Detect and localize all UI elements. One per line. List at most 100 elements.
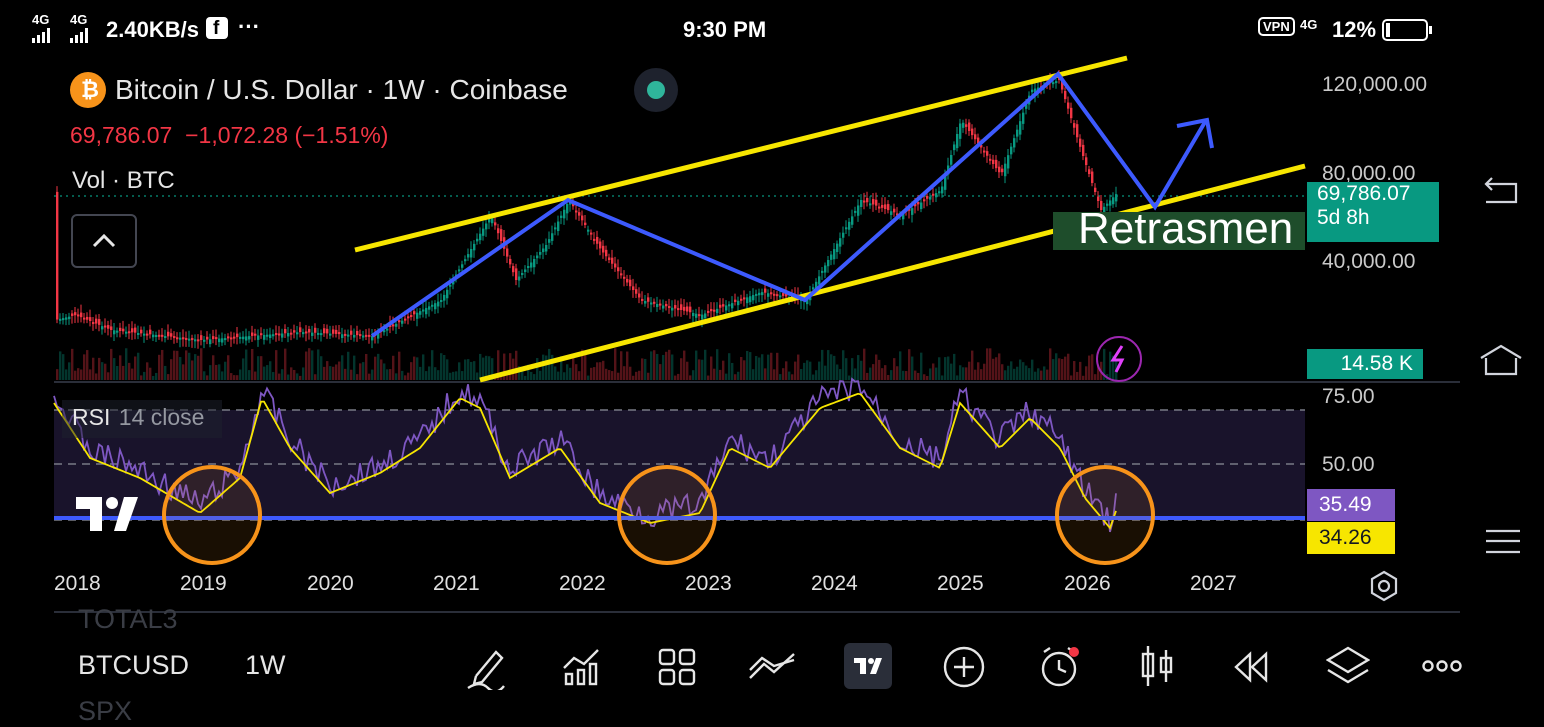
volume-bar [848,375,851,380]
last-price: 69,786.07 −1,072.28 (−1.51%) [70,122,389,148]
candle [293,330,296,333]
volume-bar [863,348,866,380]
candle [671,307,674,311]
volume-bar [224,361,227,380]
ticker-btcusd[interactable]: BTCUSD [78,650,190,680]
menu-nav-button[interactable] [1486,528,1520,561]
alert-button[interactable] [1038,644,1084,695]
volume-bar [851,358,854,380]
candle [755,293,758,296]
market-status-icon[interactable] [634,68,678,112]
candle [746,297,749,304]
volume-bar [584,352,587,380]
volume-bar [491,358,494,380]
volume-bar [1052,359,1055,380]
layers-button[interactable] [1325,646,1371,693]
battery-percent: 12% [1332,17,1377,42]
volume-bar [470,361,473,380]
retracement-annotation[interactable]: Retrasmen [1078,204,1294,253]
volume-bar [782,368,785,380]
candle [155,335,158,337]
volume-bar [167,374,170,380]
volume-bar [944,357,947,380]
candle [611,257,614,264]
volume-bar [662,354,665,380]
add-button[interactable] [942,645,986,694]
candle [674,305,677,309]
volume-label[interactable]: Vol · BTC [72,167,175,194]
candle [89,317,92,321]
candle [845,227,848,230]
volume-bar [683,350,686,380]
candle [1067,102,1070,109]
compare-button[interactable] [748,652,796,687]
volume-bar [446,359,449,380]
collapse-button[interactable] [71,214,137,268]
volume-bar [602,360,605,380]
hamburger-icon [1486,529,1520,554]
candle [749,296,752,303]
candle [701,314,704,320]
candle [860,200,863,207]
volume-bar [734,374,737,380]
tradingview-button[interactable] [844,643,892,689]
volume-bar [254,371,257,380]
volume-bar [227,355,230,380]
back-nav-button[interactable] [1482,176,1520,211]
time-label-2026: 2026 [1064,572,1111,595]
candle [401,320,404,324]
home-nav-button[interactable] [1478,344,1524,383]
volume-bar [209,365,212,380]
more-tools-button[interactable] [1422,655,1462,682]
candle [692,313,695,317]
current-price-value: 69,786.07 [1317,182,1411,205]
rsi-legend[interactable]: RSI 14 close [62,400,222,438]
rsi-params: 14 close [118,404,205,430]
drawing-tool-button[interactable] [466,646,506,695]
volume-bar [818,361,821,380]
volume-bar [740,356,743,380]
chart-type-button[interactable] [1140,644,1174,693]
ticker-total3[interactable]: TOTAL3 [78,604,178,634]
time-label-2019: 2019 [180,572,227,595]
volume-bar [62,354,65,380]
volume-bar [221,371,224,380]
lightning-icon[interactable] [1096,336,1142,382]
candle [500,229,503,241]
symbol-title[interactable]: Bitcoin / U.S. Dollar · 1W · Coinbase [115,74,568,105]
volume-bar [830,354,833,380]
indicators-button[interactable] [562,646,602,691]
volume-bar [626,351,629,380]
candle [68,316,71,320]
volume-bar [398,351,401,380]
layouts-button[interactable] [658,648,696,691]
candle [605,249,608,257]
candle [713,309,716,312]
battery-icon [1382,19,1432,41]
candle [404,318,407,321]
candle [1061,81,1064,90]
rsi-tick-75: 75.00 [1322,385,1375,408]
volume-bar [1058,358,1061,380]
ticker-spx[interactable]: SPX [78,696,133,726]
volume-bar [701,359,704,380]
volume-bar [290,367,293,380]
candle [134,327,137,333]
volume-bar [554,366,557,380]
candle [254,333,257,336]
volume-bar [869,367,872,380]
chart-settings-button[interactable] [1368,570,1400,607]
back-icon [1484,177,1518,204]
volume-bar [914,370,917,380]
volume-bar [641,358,644,380]
interval-selector[interactable]: 1W [245,650,286,680]
volume-bar [1079,361,1082,380]
candle [341,334,344,339]
volume-bar [836,364,839,380]
candle [491,217,494,224]
volume-bar [188,352,191,380]
volume-bar [716,349,719,380]
candle [926,195,929,199]
replay-button[interactable] [1234,650,1270,689]
volume-bar [296,373,299,380]
